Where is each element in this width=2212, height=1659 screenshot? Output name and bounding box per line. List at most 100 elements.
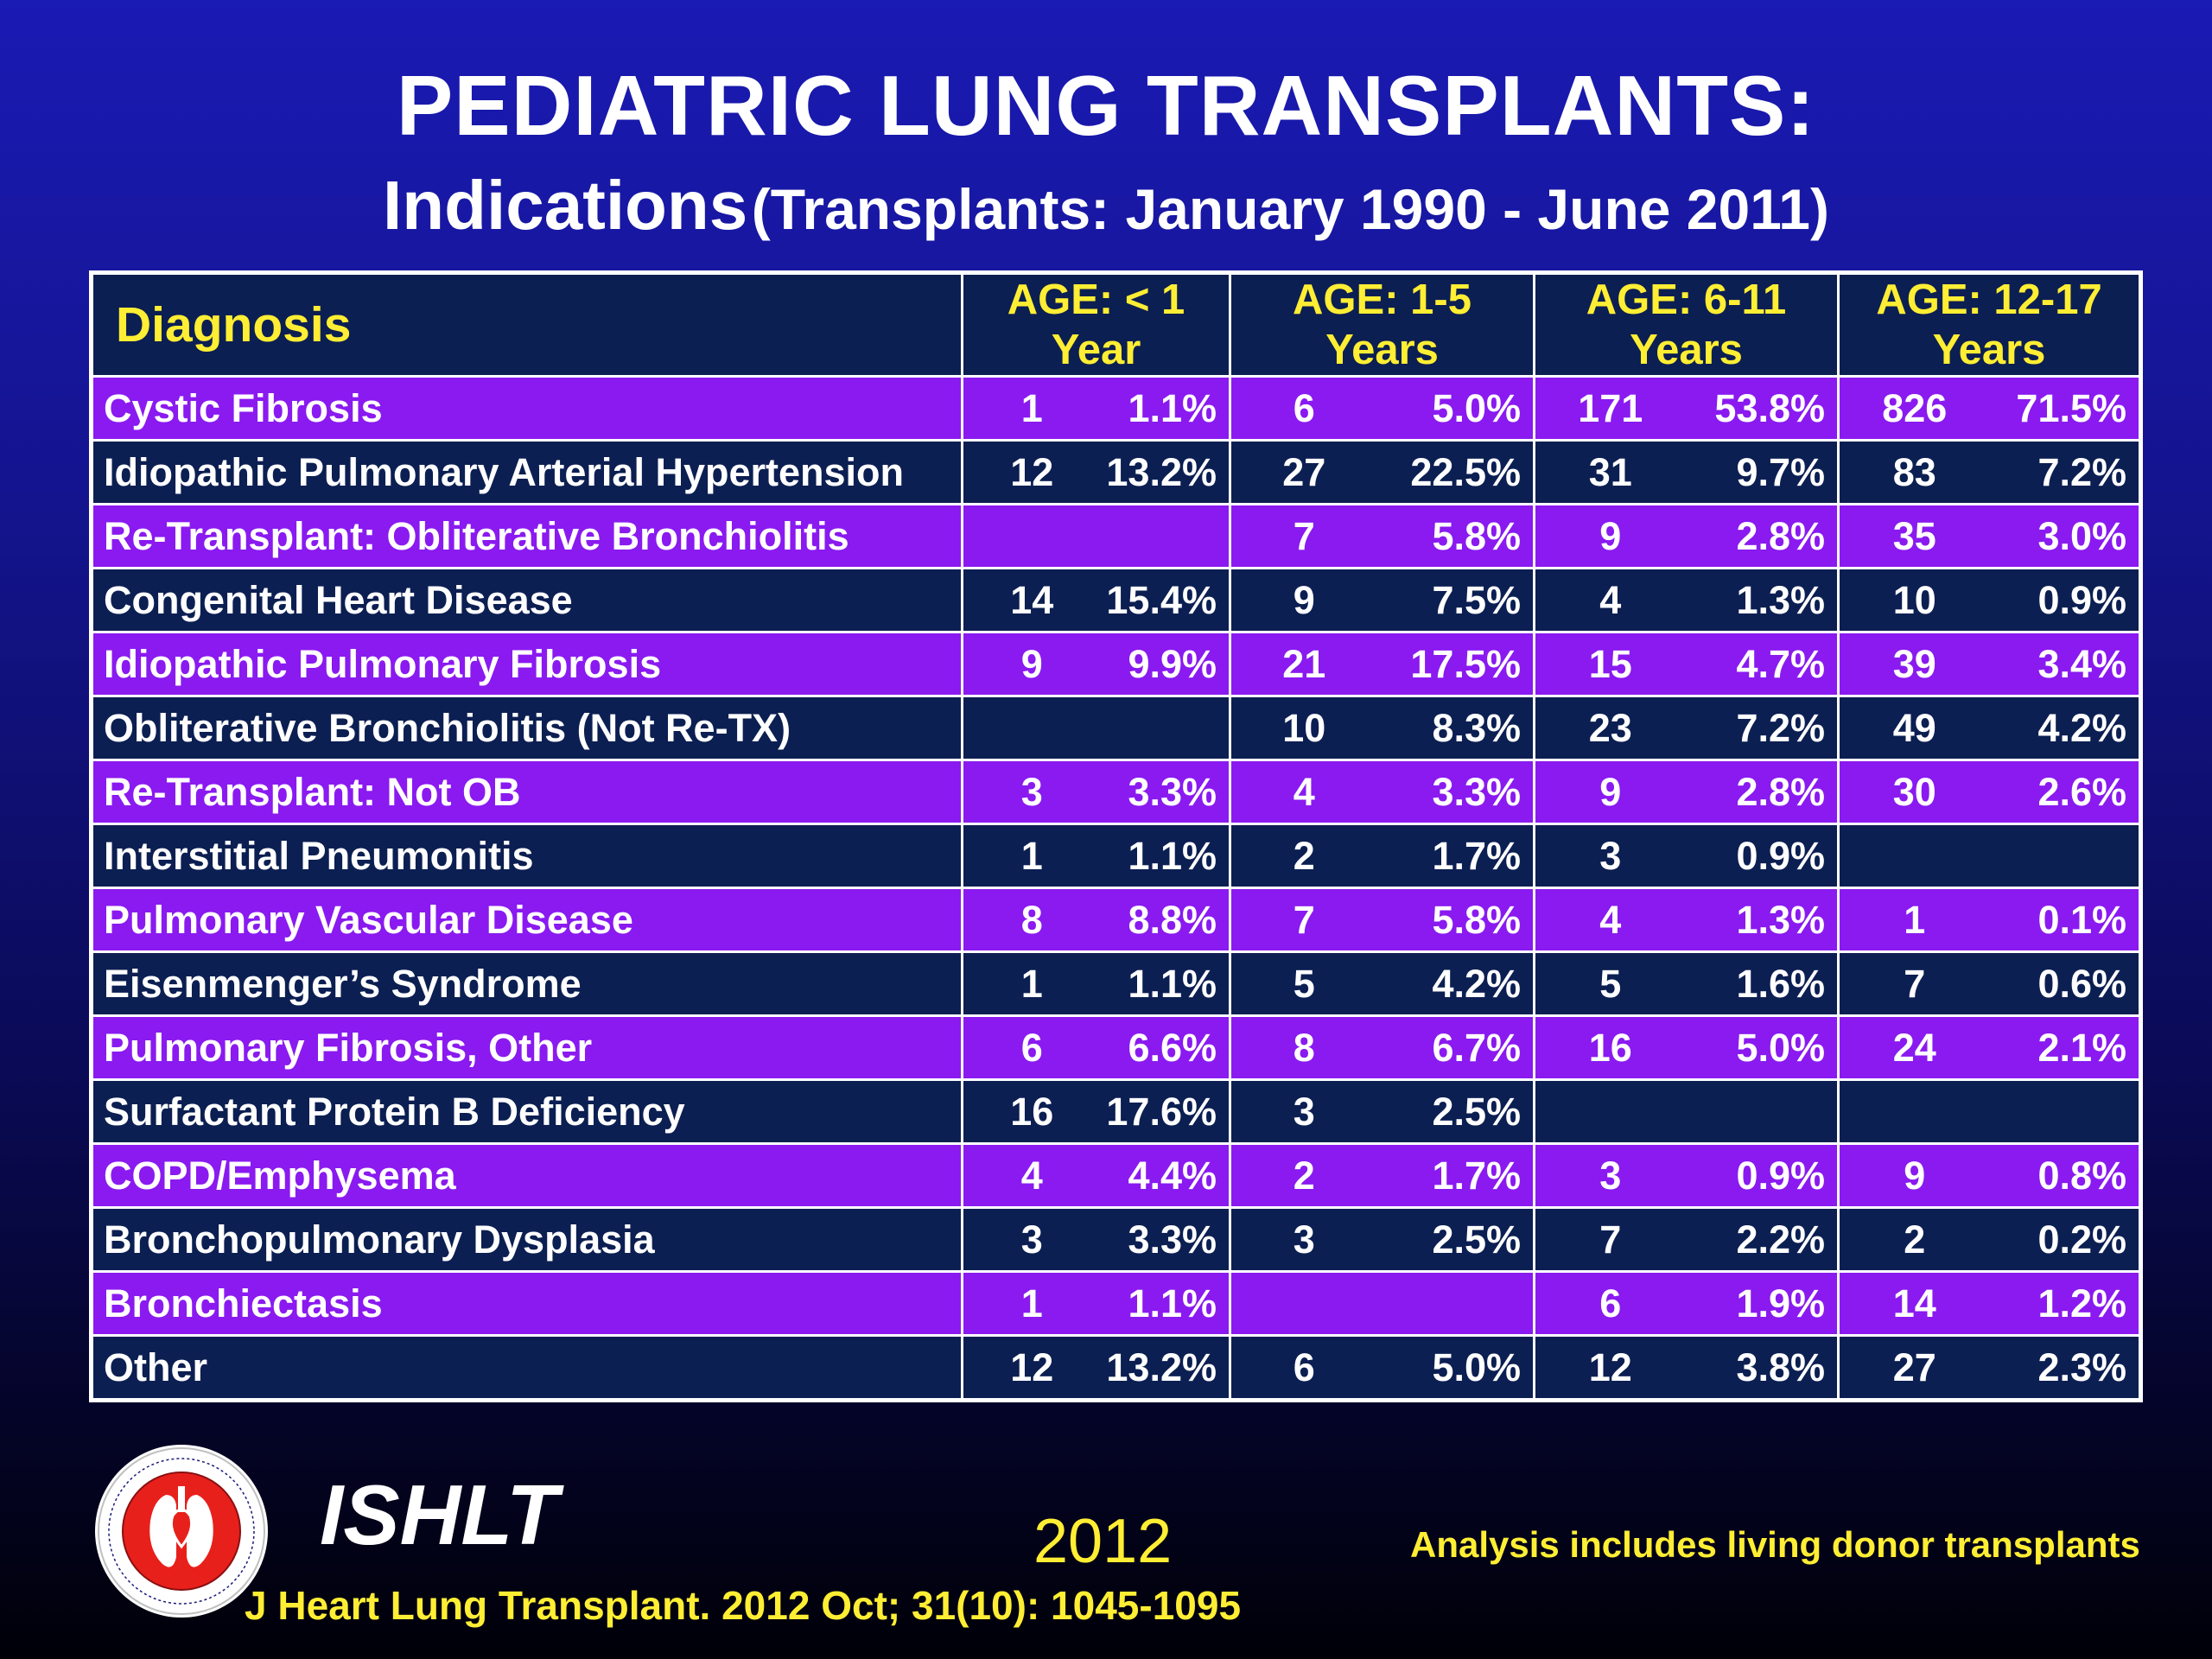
- percent-cell: 3.0%: [1989, 503, 2143, 569]
- count-cell: 2: [1837, 1206, 1990, 1273]
- table-row: Bronchopulmonary Dysplasia 3 3.3% 3 2.5% 7 2.2…: [90, 1206, 2143, 1273]
- count-cell: [961, 695, 1101, 761]
- table-row: Interstitial Pneumonitis 1 1.1% 2 1.7% 3 0.9%: [90, 823, 2143, 889]
- count-cell: 23: [1533, 695, 1686, 761]
- count-cell: 2: [1229, 823, 1377, 889]
- count-cell: 49: [1837, 695, 1990, 761]
- percent-cell: 13.2%: [1100, 439, 1232, 505]
- diagnosis-cell: COPD/Emphysema: [90, 1142, 963, 1209]
- percent-cell: 7.5%: [1376, 567, 1536, 633]
- percent-cell: 7.2%: [1989, 439, 2143, 505]
- percent-cell: 1.3%: [1685, 567, 1840, 633]
- ishlt-seal-icon: [95, 1445, 268, 1618]
- count-cell: [1837, 823, 1990, 889]
- count-cell: 6: [1229, 375, 1377, 442]
- count-cell: 6: [1229, 1334, 1377, 1402]
- count-cell: 12: [961, 1334, 1101, 1402]
- percent-cell: 1.2%: [1989, 1270, 2143, 1337]
- count-cell: 9: [1837, 1142, 1990, 1209]
- slide-subtitle: Indications (Transplants: January 1990 -…: [0, 162, 2212, 269]
- percent-cell: 0.2%: [1989, 1206, 2143, 1273]
- subtitle-main: Indications: [383, 167, 748, 244]
- percent-cell: 5.0%: [1376, 1334, 1536, 1402]
- count-cell: 27: [1837, 1334, 1990, 1402]
- percent-cell: 0.9%: [1989, 567, 2143, 633]
- percent-cell: [1989, 1078, 2143, 1145]
- diagnosis-cell: Re-Transplant: Obliterative Bronchioliti…: [90, 503, 963, 569]
- percent-cell: 2.8%: [1685, 759, 1840, 825]
- percent-cell: 3.4%: [1989, 631, 2143, 697]
- percent-cell: [1989, 823, 2143, 889]
- percent-cell: 1.1%: [1100, 950, 1232, 1017]
- percent-cell: 5.8%: [1376, 503, 1536, 569]
- table-row: COPD/Emphysema 4 4.4% 2 1.7% 3 0.9% 9 0.8%: [90, 1142, 2143, 1209]
- percent-cell: 2.5%: [1376, 1078, 1536, 1145]
- percent-cell: 3.3%: [1376, 759, 1536, 825]
- percent-cell: 53.8%: [1685, 375, 1840, 442]
- percent-cell: 5.0%: [1685, 1014, 1840, 1081]
- header-age-1-5: AGE: 1-5 Years: [1229, 271, 1536, 378]
- percent-cell: 7.2%: [1685, 695, 1840, 761]
- percent-cell: 9.9%: [1100, 631, 1232, 697]
- count-cell: 9: [961, 631, 1101, 697]
- header-age-12-17: AGE: 12-17 Years: [1837, 271, 2143, 378]
- percent-cell: 71.5%: [1989, 375, 2143, 442]
- count-cell: 10: [1229, 695, 1377, 761]
- percent-cell: 0.9%: [1685, 1142, 1840, 1209]
- count-cell: 6: [961, 1014, 1101, 1081]
- percent-cell: 2.3%: [1989, 1334, 2143, 1402]
- count-cell: 2: [1229, 1142, 1377, 1209]
- diagnosis-cell: Pulmonary Vascular Disease: [90, 887, 963, 953]
- diagnosis-cell: Obliterative Bronchiolitis (Not Re-TX): [90, 695, 963, 761]
- analysis-note: Analysis includes living donor transplan…: [1410, 1524, 2140, 1565]
- count-cell: 35: [1837, 503, 1990, 569]
- count-cell: 10: [1837, 567, 1990, 633]
- count-cell: 5: [1533, 950, 1686, 1017]
- table-row: Congenital Heart Disease 14 15.4% 9 7.5% 4 1.3…: [90, 567, 2143, 633]
- percent-cell: 22.5%: [1376, 439, 1536, 505]
- count-cell: 21: [1229, 631, 1377, 697]
- diagnosis-cell: Eisenmenger’s Syndrome: [90, 950, 963, 1017]
- count-cell: 12: [961, 439, 1101, 505]
- count-cell: 3: [1533, 1142, 1686, 1209]
- table-row: Other 12 13.2% 6 5.0% 12 3.8% 27 2.3%: [90, 1334, 2143, 1402]
- count-cell: 12: [1533, 1334, 1686, 1402]
- count-cell: 826: [1837, 375, 1990, 442]
- table-row: Idiopathic Pulmonary Arterial Hypertensi…: [90, 439, 2143, 505]
- percent-cell: 2.5%: [1376, 1206, 1536, 1273]
- count-cell: 1: [1837, 887, 1990, 953]
- diagnosis-cell: Re-Transplant: Not OB: [90, 759, 963, 825]
- percent-cell: 0.8%: [1989, 1142, 2143, 1209]
- journal-citation: J Heart Lung Transplant. 2012 Oct; 31(10…: [245, 1583, 1242, 1628]
- percent-cell: 5.8%: [1376, 887, 1536, 953]
- count-cell: 24: [1837, 1014, 1990, 1081]
- table-row: Pulmonary Vascular Disease 8 8.8% 7 5.8% 4 1.3…: [90, 887, 2143, 953]
- count-cell: 3: [961, 1206, 1101, 1273]
- count-cell: 4: [961, 1142, 1101, 1209]
- diagnosis-cell: Bronchopulmonary Dysplasia: [90, 1206, 963, 1273]
- percent-cell: 1.7%: [1376, 823, 1536, 889]
- count-cell: 14: [961, 567, 1101, 633]
- count-cell: [1533, 1078, 1686, 1145]
- percent-cell: 2.1%: [1989, 1014, 2143, 1081]
- header-diagnosis: Diagnosis: [90, 271, 963, 378]
- percent-cell: 1.1%: [1100, 375, 1232, 442]
- count-cell: 3: [1533, 823, 1686, 889]
- percent-cell: 17.6%: [1100, 1078, 1232, 1145]
- count-cell: 39: [1837, 631, 1990, 697]
- table-row: Surfactant Protein B Deficiency 16 17.6% 3 2…: [90, 1078, 2143, 1145]
- count-cell: 8: [1229, 1014, 1377, 1081]
- count-cell: 16: [1533, 1014, 1686, 1081]
- count-cell: 30: [1837, 759, 1990, 825]
- table-row: Eisenmenger’s Syndrome 1 1.1% 5 4.2% 5 1.6% 7 0.…: [90, 950, 2143, 1017]
- percent-cell: 1.1%: [1100, 1270, 1232, 1337]
- count-cell: 1: [961, 823, 1101, 889]
- count-cell: [961, 503, 1101, 569]
- count-cell: 83: [1837, 439, 1990, 505]
- percent-cell: 1.6%: [1685, 950, 1840, 1017]
- count-cell: 3: [1229, 1206, 1377, 1273]
- table-row: Pulmonary Fibrosis, Other 6 6.6% 8 6.7% 16 5.0…: [90, 1014, 2143, 1081]
- count-cell: 27: [1229, 439, 1377, 505]
- percent-cell: 1.9%: [1685, 1270, 1840, 1337]
- header-age-6-11: AGE: 6-11 Years: [1533, 271, 1840, 378]
